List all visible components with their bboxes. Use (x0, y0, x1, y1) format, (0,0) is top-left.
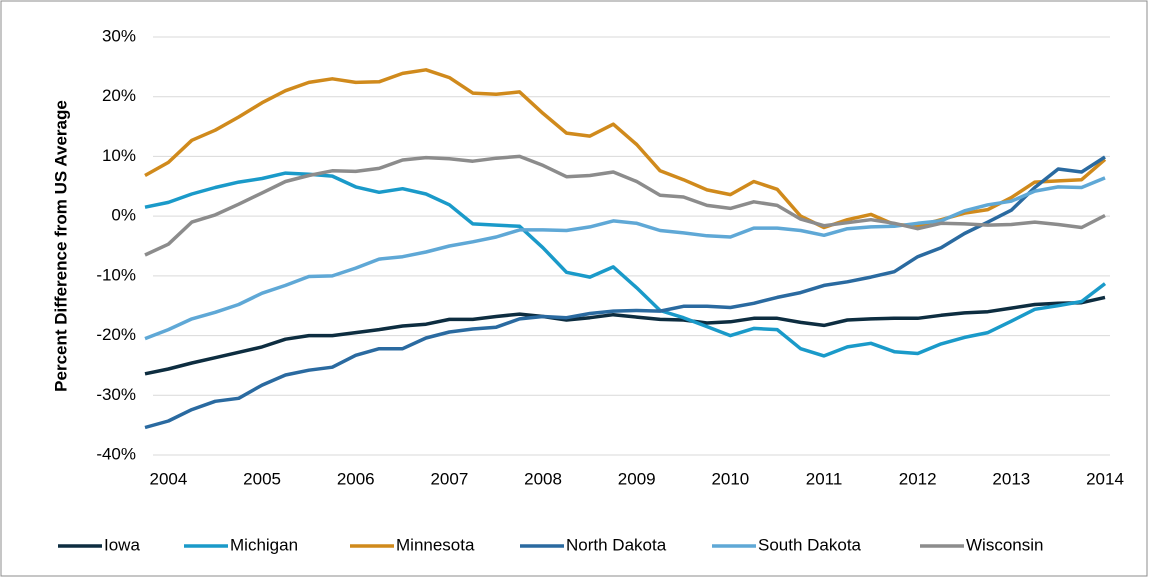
legend-label: North Dakota (566, 535, 667, 554)
legend-label: Michigan (230, 535, 298, 554)
legend-label: Iowa (104, 535, 140, 554)
y-tick-label: -30% (96, 385, 136, 404)
series-line (144, 176, 1106, 341)
series-line (144, 295, 1106, 376)
x-tick-label: 2013 (992, 469, 1030, 488)
x-tick-label: 2014 (1086, 469, 1124, 488)
legend-label: South Dakota (758, 535, 862, 554)
x-tick-label: 2011 (806, 469, 843, 488)
x-tick-label: 2007 (430, 469, 468, 488)
y-tick-label: -10% (96, 265, 136, 284)
y-tick-label: -20% (96, 325, 136, 344)
y-tick-label: 20% (102, 86, 136, 105)
series-line (144, 154, 1106, 257)
y-tick-label: 0% (111, 206, 136, 225)
y-tick-label: 10% (102, 146, 136, 165)
y-tick-label: -40% (96, 444, 136, 463)
y-axis-title: Percent Difference from US Average (51, 100, 70, 392)
x-tick-label: 2004 (150, 469, 188, 488)
x-tick-label: 2009 (618, 469, 656, 488)
series-line (144, 171, 1107, 358)
legend-label: Wisconsin (966, 535, 1043, 554)
legend-label: Minnesota (396, 535, 475, 554)
x-tick-label: 2012 (899, 469, 937, 488)
series-line (144, 155, 1106, 430)
x-tick-label: 2005 (243, 469, 281, 488)
y-tick-label: 30% (102, 26, 136, 45)
x-tick-label: 2006 (337, 469, 375, 488)
x-tick-label: 2010 (711, 469, 749, 488)
x-tick-label: 2008 (524, 469, 562, 488)
